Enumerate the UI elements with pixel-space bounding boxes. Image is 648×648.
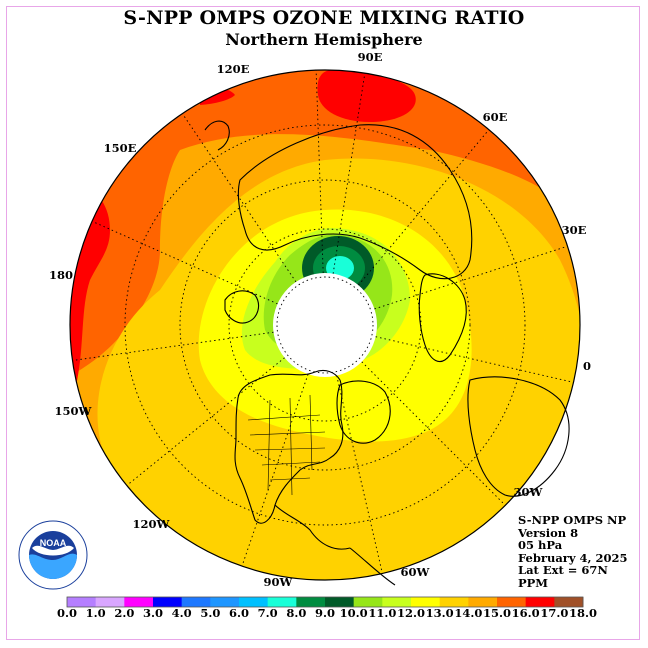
colorbar-swatch	[439, 597, 469, 607]
lon-label-60w: 60W	[400, 565, 430, 579]
colorbar-tick-label: 2.0	[114, 606, 135, 620]
lon-label-60e: 60E	[482, 110, 508, 124]
colorbar-swatch	[239, 597, 269, 607]
coastlines	[204, 120, 570, 586]
central-america-coast	[274, 504, 351, 550]
info-level: 05 hPa	[518, 538, 563, 552]
colorbar-tick-label: 14.0	[454, 606, 483, 620]
colorbar-swatch	[267, 597, 297, 607]
colorbar-swatch	[382, 597, 412, 607]
colorbar-tick-label: 7.0	[257, 606, 278, 620]
map-border	[69, 69, 581, 581]
colorbar-swatch	[497, 597, 527, 607]
colorbar-swatch	[554, 597, 584, 607]
colorbar-tick-label: 5.0	[200, 606, 221, 620]
svg-text:NOAA: NOAA	[40, 538, 67, 548]
colorbar-tick-label: 1.0	[85, 606, 106, 620]
africa-coast	[467, 376, 570, 497]
ozone-field	[70, 70, 580, 580]
chart-title: S-NPP OMPS OZONE MIXING RATIO	[123, 7, 525, 29]
chart-subtitle: Northern Hemisphere	[225, 30, 423, 49]
polar-night-region	[273, 273, 377, 377]
south-america-coast	[349, 547, 396, 586]
colorbar-swatch	[468, 597, 498, 607]
lon-label-0: 0	[582, 359, 592, 373]
colorbar-swatch	[181, 597, 211, 607]
ozone-band-16-17-north	[317, 70, 416, 122]
image-frame	[6, 6, 640, 640]
colorbar-tick-label: 15.0	[482, 606, 512, 620]
info-unit: PPM	[518, 575, 549, 590]
colorbar-tick-label: 13.0	[425, 606, 454, 620]
lon-label-120w: 120W	[132, 517, 170, 531]
colorbar-tick-label: 10.0	[339, 606, 368, 620]
lon-label-120e: 120E	[216, 62, 250, 76]
north-america-coast	[234, 369, 344, 524]
europe-coast	[418, 273, 467, 363]
colorbar-swatch	[210, 597, 240, 607]
colorbar-tick-label: 9.0	[314, 606, 336, 620]
info-panel: S-NPP OMPS NP Version 8 05 hPa February …	[518, 514, 628, 589]
us-state-borders	[247, 394, 326, 496]
colorbar-swatch	[153, 597, 183, 607]
colorbar-tick-label: 11.0	[368, 606, 397, 620]
info-date: February 4, 2025	[518, 550, 628, 565]
asia-coast	[237, 124, 473, 280]
info-version: Version 8	[518, 525, 579, 540]
lon-label-90e: 90E	[357, 50, 383, 64]
colorbar-tick-label: 4.0	[171, 606, 192, 620]
colorbar-tick-label: 6.0	[228, 606, 250, 620]
colorbar-outline	[66, 596, 584, 608]
colorbar-swatch	[296, 597, 326, 607]
lon-label-30w: 30W	[513, 485, 543, 499]
colorbar	[66, 596, 584, 608]
colorbar-tick-label: 17.0	[540, 606, 569, 620]
noaa-logo: NOAA	[18, 520, 88, 590]
lon-label-90w: 90W	[263, 575, 293, 589]
lon-label-180: 180	[48, 268, 74, 282]
lon-label-150w: 150W	[54, 404, 92, 418]
colorbar-swatch	[411, 597, 441, 607]
info-lat-ext: Lat Ext = 67N	[518, 563, 608, 577]
colorbar-swatch	[67, 597, 97, 607]
lon-label-30e: 30E	[561, 223, 587, 237]
colorbar-tick-label: 8.0	[286, 606, 307, 620]
colorbar-tick-label: 16.0	[511, 606, 540, 620]
greenland-coast	[336, 380, 391, 444]
colorbar-swatch	[353, 597, 383, 607]
colorbar-swatch	[124, 597, 154, 607]
colorbar-swatch	[95, 597, 125, 607]
info-product: S-NPP OMPS NP	[518, 513, 627, 527]
colorbar-tick-label: 12.0	[396, 606, 426, 620]
colorbar-swatch	[325, 597, 355, 607]
kamchatka-coast	[204, 120, 230, 151]
colorbar-tick-label: 3.0	[142, 606, 164, 620]
colorbar-tick-label: 18.0	[568, 606, 598, 620]
colorbar-swatch	[525, 597, 555, 607]
colorbar-labels: 0.0 1.0 2.0 3.0 4.0 5.0 6.0 7.0 8.0 9.0 10.0 11.0 12…	[0, 606, 648, 622]
alaska-coast	[224, 290, 260, 324]
lon-label-150e: 150E	[103, 141, 137, 155]
colorbar-tick-label: 0.0	[56, 606, 78, 620]
